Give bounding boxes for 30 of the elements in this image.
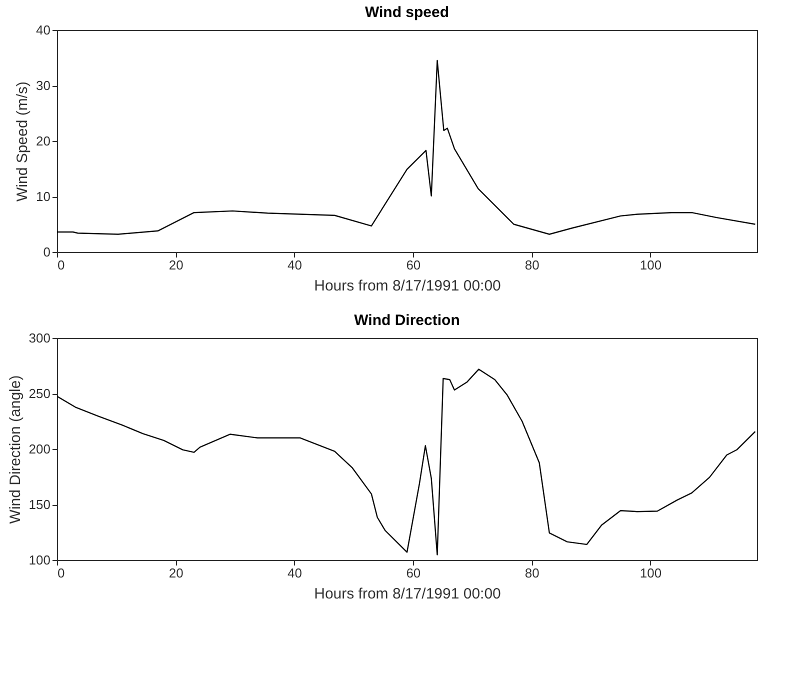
y-tick-label: 40 bbox=[36, 22, 50, 38]
x-axis-title: Hours from 8/17/1991 00:00 bbox=[314, 586, 501, 602]
y-tick-label: 300 bbox=[28, 330, 50, 346]
x-axis-title: Hours from 8/17/1991 00:00 bbox=[314, 278, 501, 294]
x-tick-label: 100 bbox=[640, 258, 662, 272]
x-tick-label: 40 bbox=[288, 566, 302, 580]
y-axis-title: Wind Direction (angle) bbox=[6, 375, 24, 524]
line-series bbox=[57, 60, 756, 235]
chart-title: Wind speed bbox=[364, 4, 450, 21]
y-tick-label: 250 bbox=[28, 386, 50, 401]
x-tick-label: 80 bbox=[524, 566, 540, 580]
x-tick-label: 60 bbox=[406, 566, 421, 580]
y-tick-label: 30 bbox=[36, 78, 50, 93]
y-tick-label: 150 bbox=[28, 497, 50, 512]
x-tick-label: 20 bbox=[168, 258, 184, 272]
x-tick-label: 0 bbox=[58, 566, 65, 580]
y-tick-label: 10 bbox=[36, 189, 50, 204]
x-tick-label: 0 bbox=[58, 258, 65, 272]
y-tick-label: 200 bbox=[28, 442, 50, 456]
y-axis-title: Wind Speed (m/s) bbox=[14, 81, 32, 202]
y-tick-label: 0 bbox=[43, 244, 50, 260]
line-series bbox=[57, 368, 756, 556]
x-tick-label: 80 bbox=[524, 258, 540, 272]
x-tick-label: 20 bbox=[168, 566, 184, 580]
x-tick-label: 40 bbox=[288, 258, 302, 272]
x-tick-label: 60 bbox=[406, 258, 421, 272]
y-tick-label: 100 bbox=[28, 552, 50, 568]
y-tick-label: 20 bbox=[36, 134, 50, 148]
chart-title: Wind Direction bbox=[354, 312, 460, 329]
x-tick-label: 100 bbox=[640, 566, 662, 580]
